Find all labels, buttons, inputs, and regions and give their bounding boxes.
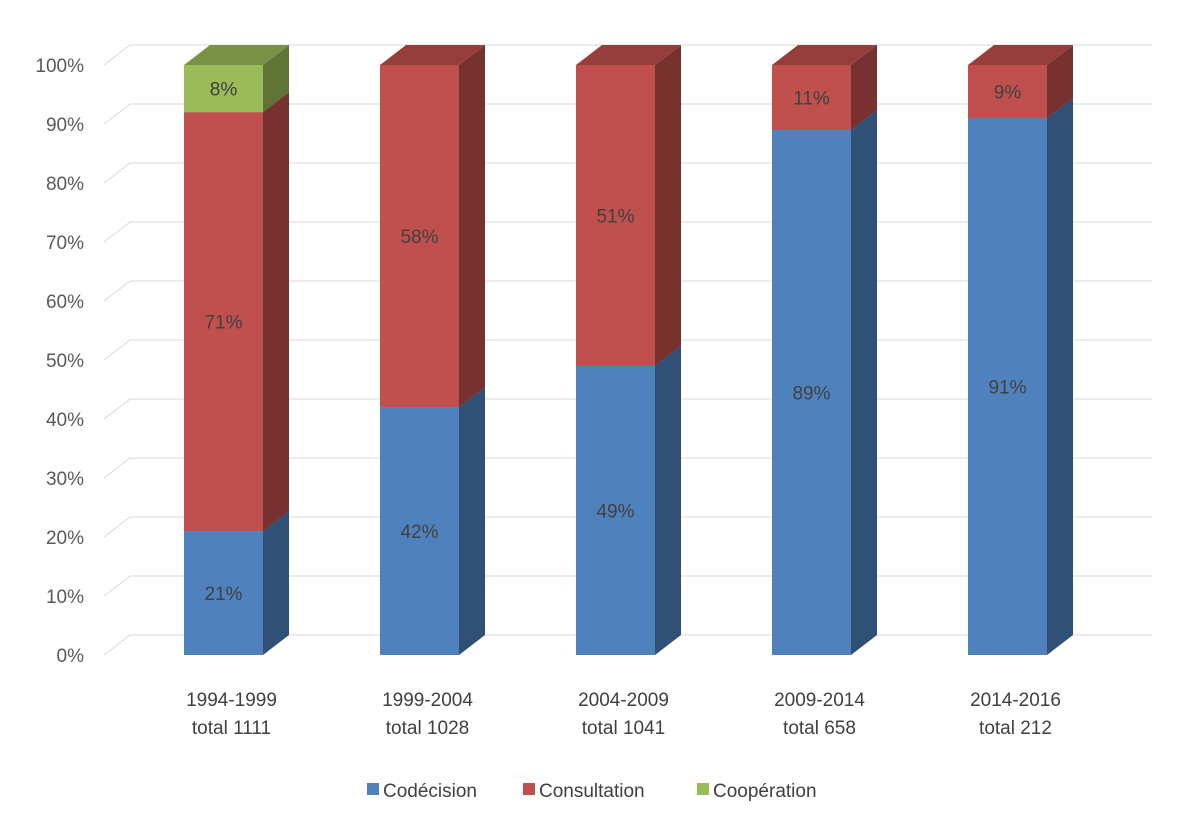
- bar-side: [459, 45, 485, 408]
- y-tick-label: 90%: [46, 115, 84, 136]
- y-tick-label: 70%: [46, 233, 84, 254]
- legend-label: Consultation: [539, 781, 645, 802]
- bar-front: [968, 118, 1047, 656]
- bar-segment: [968, 45, 1073, 119]
- data-label: 71%: [204, 313, 242, 334]
- bar-side: [1047, 45, 1073, 119]
- data-label: 21%: [204, 584, 242, 605]
- category-label: total 212: [979, 718, 1052, 739]
- category-label: 2009-2014: [774, 690, 865, 711]
- data-label: 49%: [596, 501, 634, 522]
- bar-top: [184, 45, 289, 65]
- gridline-slant: [103, 634, 131, 656]
- bar-segment: [380, 45, 485, 408]
- category-label: total 1041: [582, 718, 665, 739]
- category-label: 2004-2009: [578, 690, 669, 711]
- data-label: 42%: [400, 522, 438, 543]
- gridline-slant: [103, 457, 131, 479]
- y-tick-label: 80%: [46, 174, 84, 195]
- bar-top: [772, 45, 877, 65]
- bar-segment: [380, 387, 485, 655]
- data-label: 9%: [994, 83, 1022, 104]
- bar-top: [968, 45, 1073, 65]
- legend: Codécision Consultation Coopération: [367, 781, 817, 802]
- bar-side: [851, 45, 877, 130]
- data-label: 58%: [400, 227, 438, 248]
- category-label: 2014-2016: [970, 690, 1061, 711]
- bar-side: [655, 345, 681, 655]
- bar-side: [263, 92, 289, 532]
- bar-front: [576, 65, 655, 366]
- bar-top: [576, 45, 681, 65]
- bar-side: [263, 511, 289, 655]
- bar-front: [576, 365, 655, 655]
- x-axis: 1994-1999 total 1111 1999-2004 total 1028 20…: [186, 690, 1061, 739]
- y-tick-label: 20%: [46, 528, 84, 549]
- legend-label: Codécision: [383, 781, 477, 802]
- bar-front: [184, 65, 263, 113]
- gridline-slant: [103, 44, 131, 66]
- gridline-slant: [103, 280, 131, 302]
- y-tick-label: 10%: [46, 587, 84, 608]
- legend-swatch: [367, 783, 379, 795]
- gridline-slant: [103, 221, 131, 243]
- y-tick-label: 50%: [46, 351, 84, 372]
- bar-side: [655, 45, 681, 366]
- bar-segment: [184, 511, 289, 655]
- bar-segment: [576, 345, 681, 655]
- category-label: total 1111: [192, 718, 271, 739]
- category-label: 1999-2004: [382, 690, 473, 711]
- bar-segment: [968, 98, 1073, 656]
- y-tick-label: 40%: [46, 410, 84, 431]
- legend-label: Coopération: [713, 781, 817, 802]
- bar-side: [851, 109, 877, 655]
- bar-front: [184, 531, 263, 655]
- gridline-slant: [103, 575, 131, 597]
- data-label: 89%: [792, 383, 830, 404]
- legend-item: Coopération: [697, 781, 817, 802]
- bar-front: [184, 112, 263, 532]
- y-tick-label: 100%: [35, 56, 84, 77]
- y-tick-label: 0%: [57, 646, 85, 667]
- gridline-slant: [103, 516, 131, 538]
- bar-side: [263, 45, 289, 113]
- bar-front: [380, 407, 459, 655]
- gridline-slant: [103, 162, 131, 184]
- bar-side: [1047, 98, 1073, 656]
- legend-swatch: [523, 783, 535, 795]
- data-label: 91%: [988, 378, 1026, 399]
- category-label: total 658: [783, 718, 856, 739]
- bar-segment: [772, 109, 877, 655]
- data-label: 11%: [793, 88, 830, 109]
- bar-front: [968, 65, 1047, 119]
- legend-swatch: [697, 783, 709, 795]
- data-labels: 21% 71% 8% 42% 58% 49% 51% 89% 11% 91% 9%: [204, 80, 1026, 605]
- bar-front: [772, 129, 851, 655]
- legend-item: Codécision: [367, 781, 477, 802]
- category-label: 1994-1999: [186, 690, 277, 711]
- y-tick-label: 30%: [46, 469, 84, 490]
- bar-segment: [184, 92, 289, 532]
- data-label: 8%: [210, 80, 238, 101]
- gridline-slant: [103, 103, 131, 125]
- bar-top: [380, 45, 485, 65]
- bar-front: [380, 65, 459, 408]
- y-axis: 0% 10% 20% 30% 40% 50% 60% 70% 80% 90% 100%: [35, 56, 84, 667]
- bar-segment: [184, 45, 289, 113]
- bars: [184, 45, 1073, 656]
- gridline-slant: [103, 398, 131, 420]
- bar-segment: [772, 45, 877, 130]
- legend-item: Consultation: [523, 781, 645, 802]
- data-label: 51%: [596, 206, 634, 227]
- bar-segment: [576, 45, 681, 366]
- category-label: total 1028: [386, 718, 469, 739]
- bar-front: [772, 65, 851, 130]
- bar-side: [459, 387, 485, 655]
- gridline-slant: [103, 339, 131, 361]
- y-tick-label: 60%: [46, 292, 84, 313]
